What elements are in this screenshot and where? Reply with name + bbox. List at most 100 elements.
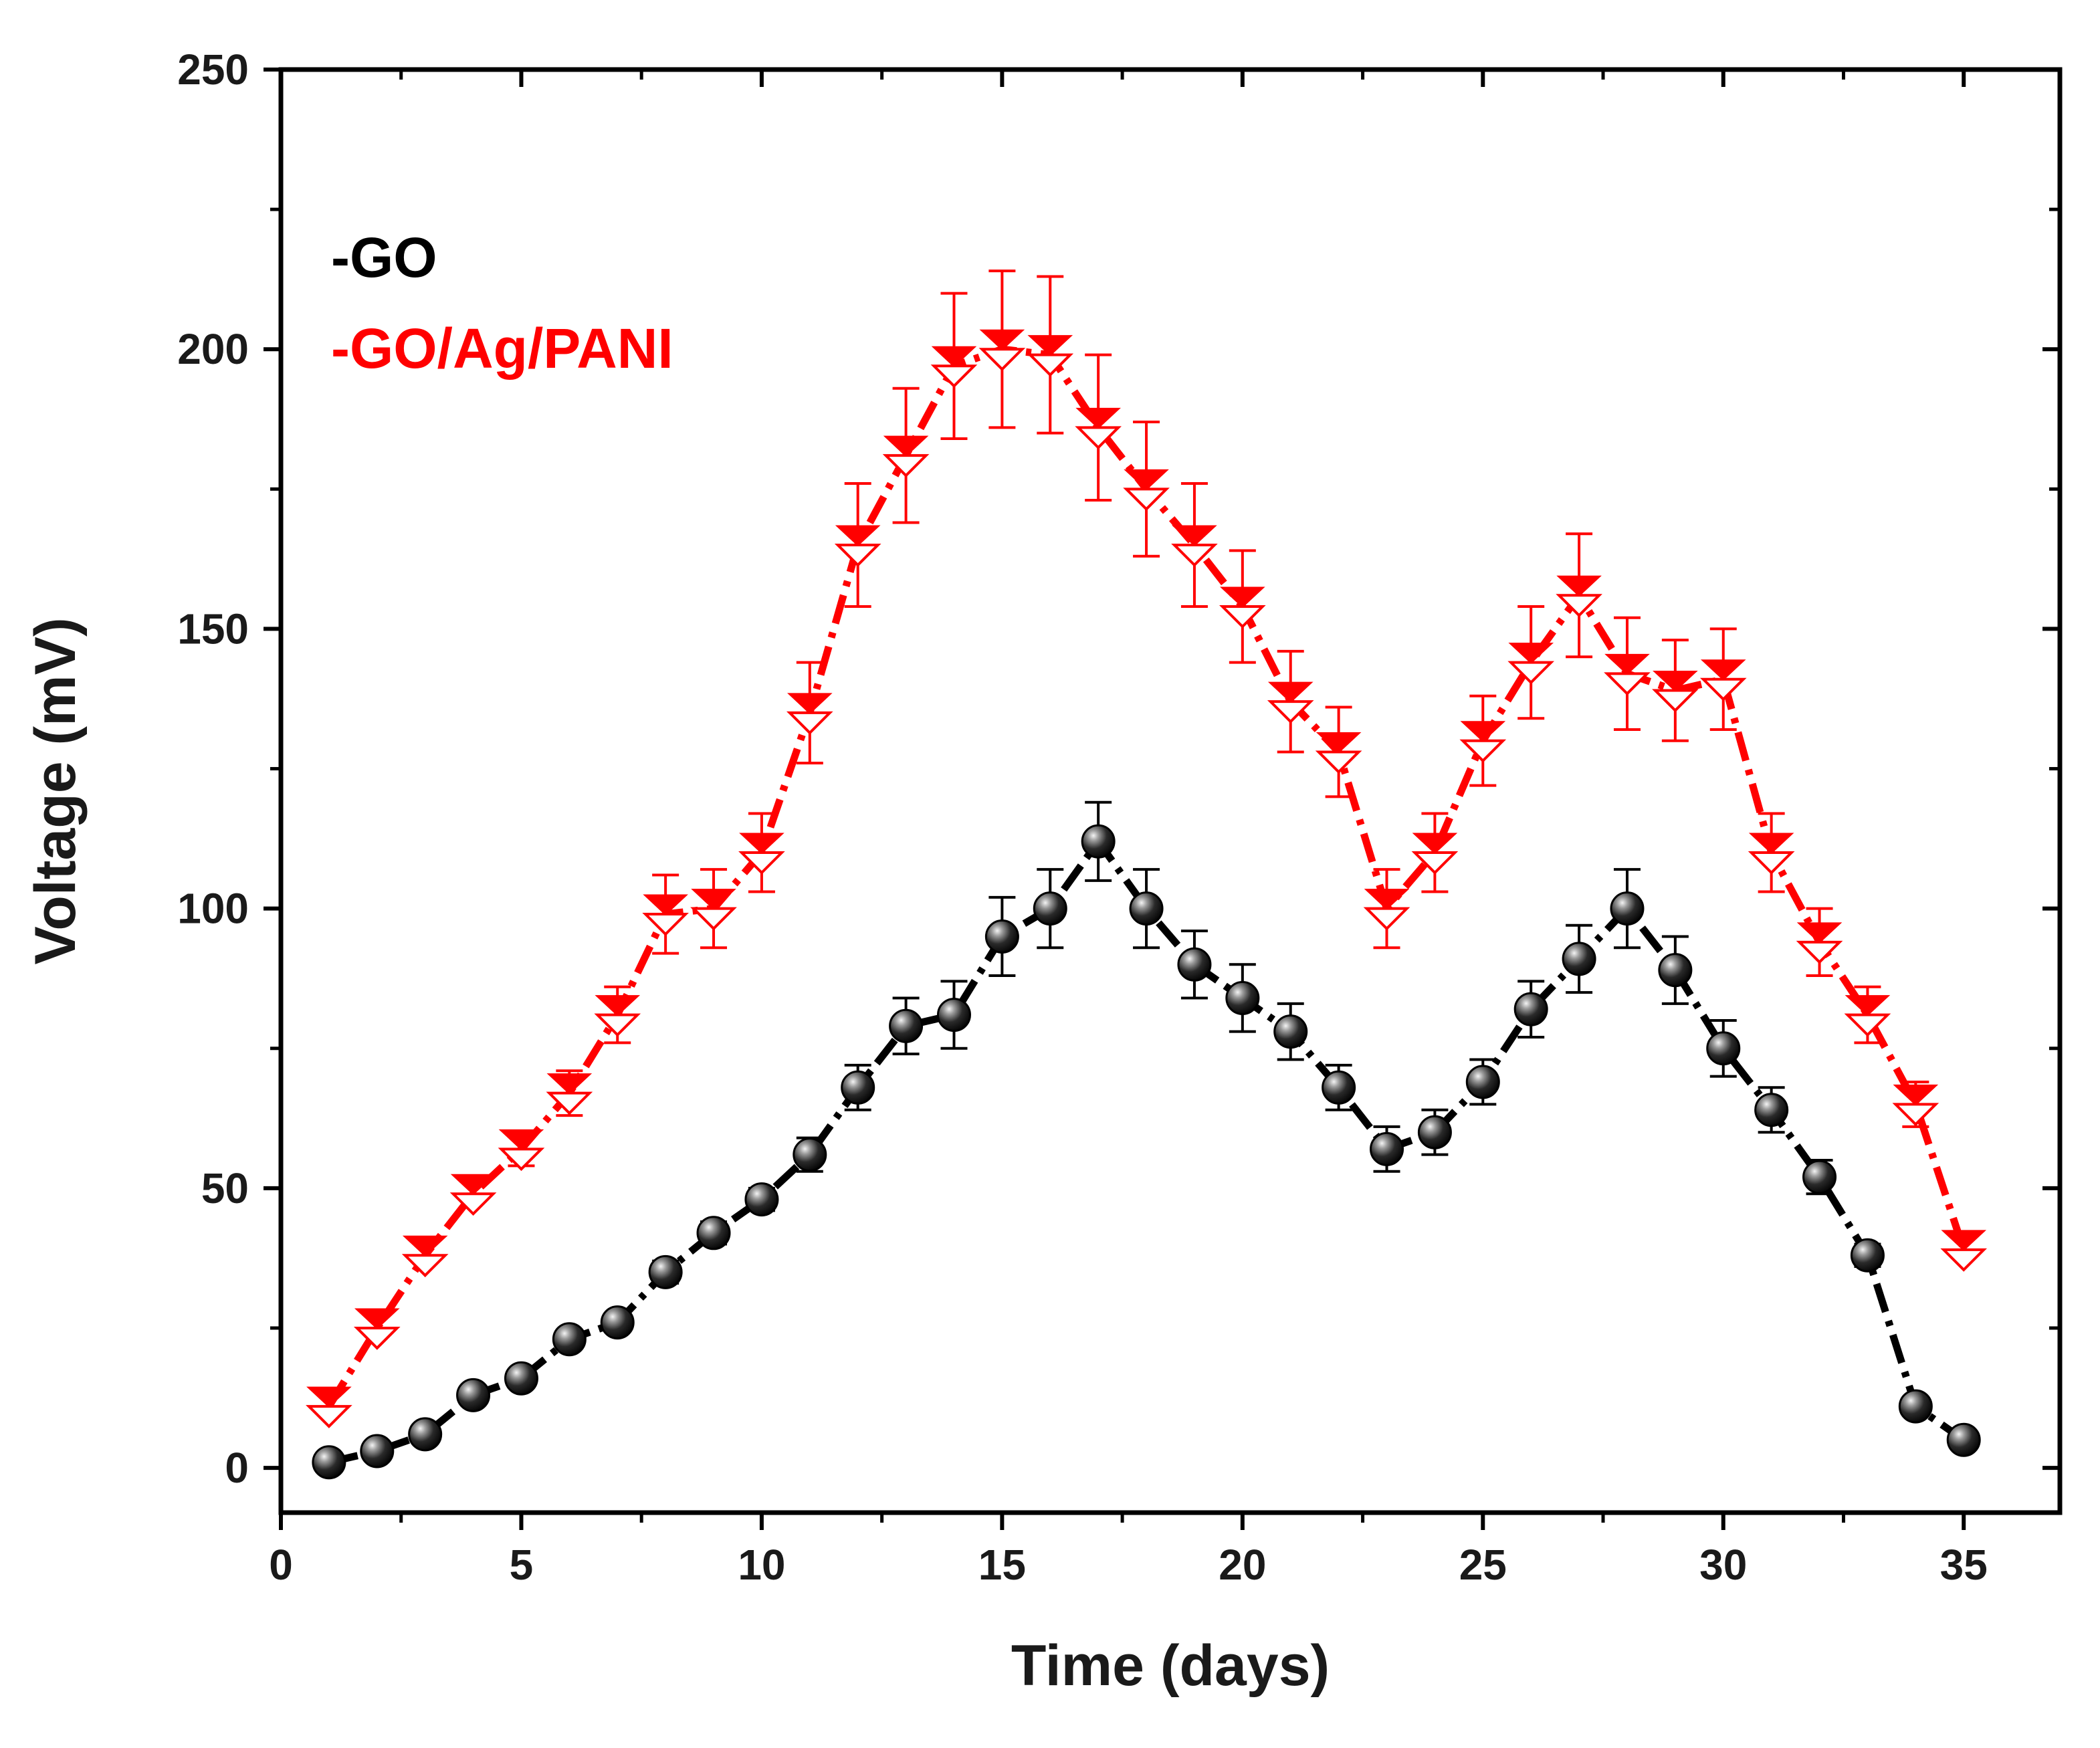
series-go xyxy=(312,800,1981,1480)
go-ag-pani-marker xyxy=(1844,995,1891,1037)
go-marker xyxy=(1081,824,1116,859)
marker-upper-triangle xyxy=(354,1308,400,1330)
go-ag-pani-marker xyxy=(1027,335,1074,377)
go-marker xyxy=(552,1322,587,1357)
go-marker xyxy=(312,1445,346,1480)
marker-upper-triangle xyxy=(931,346,977,368)
marker-lower-triangle xyxy=(1604,672,1651,696)
go-marker xyxy=(1417,1115,1452,1150)
go-ag-pani-marker xyxy=(1267,681,1314,724)
go-ag-pani-marker xyxy=(1411,833,1459,875)
x-tick-label: 0 xyxy=(269,1541,293,1589)
go-ag-pani-marker xyxy=(642,894,689,936)
go-ag-pani-marker xyxy=(786,693,833,735)
marker-lower-triangle xyxy=(1027,353,1074,377)
go-marker xyxy=(984,919,1019,954)
marker-lower-triangle xyxy=(1556,594,1602,618)
go-ag-pani-marker xyxy=(1075,407,1122,450)
marker-upper-triangle xyxy=(1316,732,1362,754)
marker-upper-triangle xyxy=(1941,1230,1987,1251)
go-marker xyxy=(744,1182,779,1217)
series-layer xyxy=(306,269,1988,1480)
go-marker xyxy=(1754,1093,1789,1127)
go-ag-pani-marker xyxy=(1699,659,1747,701)
go-marker xyxy=(1802,1160,1837,1194)
x-tick-label: 5 xyxy=(510,1541,534,1589)
y-axis-title: Voltage (mV) xyxy=(23,617,88,964)
y-tick-label: 50 xyxy=(201,1164,249,1212)
marker-upper-triangle xyxy=(1604,653,1650,675)
marker-upper-triangle xyxy=(1748,833,1794,855)
marker-upper-triangle xyxy=(1700,659,1746,681)
go-marker xyxy=(1033,891,1067,926)
marker-upper-triangle xyxy=(306,1386,352,1408)
go-marker xyxy=(1465,1065,1500,1099)
go-ag-pani-marker xyxy=(498,1129,545,1172)
go-ag-pani-marker xyxy=(353,1308,401,1350)
go-marker xyxy=(696,1216,731,1250)
y-tick-label: 100 xyxy=(177,885,249,933)
marker-lower-triangle xyxy=(498,1148,545,1172)
go-marker xyxy=(504,1361,538,1396)
legend-entry-go: -GO xyxy=(331,226,437,289)
marker-lower-triangle xyxy=(1363,907,1410,931)
go-ag-pani-marker xyxy=(738,833,785,875)
y-tick-label: 200 xyxy=(177,325,249,373)
marker-upper-triangle xyxy=(546,1073,593,1095)
go-ag-pani-marker xyxy=(1892,1084,1939,1127)
x-tick-label: 30 xyxy=(1699,1541,1747,1589)
marker-lower-triangle xyxy=(834,543,881,567)
x-axis: 0 5 10 15 20 25 30 35 xyxy=(269,70,1988,1589)
marker-upper-triangle xyxy=(1460,721,1506,742)
marker-lower-triangle xyxy=(1075,426,1122,450)
marker-upper-triangle xyxy=(883,435,929,457)
x-tick-label: 15 xyxy=(978,1541,1026,1589)
go-ag-pani-marker xyxy=(1940,1230,1988,1272)
marker-upper-triangle xyxy=(1267,681,1314,703)
go-marker xyxy=(408,1417,443,1452)
marker-upper-triangle xyxy=(643,894,688,916)
marker-lower-triangle xyxy=(1844,1013,1891,1037)
marker-upper-triangle xyxy=(1796,922,1843,944)
go-marker xyxy=(1129,891,1164,926)
go-marker xyxy=(1706,1031,1741,1066)
x-axis-title: Time (days) xyxy=(1011,1634,1330,1698)
go-ag-pani-marker xyxy=(306,1386,352,1428)
go-marker xyxy=(936,998,971,1032)
marker-lower-triangle xyxy=(1652,689,1699,713)
go-marker xyxy=(360,1434,395,1468)
marker-lower-triangle xyxy=(1411,851,1459,875)
go-ag-pani-marker xyxy=(1123,469,1170,512)
marker-upper-triangle xyxy=(1172,525,1217,547)
go-marker xyxy=(1562,942,1596,976)
marker-lower-triangle xyxy=(1459,739,1507,763)
marker-lower-triangle xyxy=(401,1254,449,1278)
marker-upper-triangle xyxy=(595,995,641,1016)
go-marker xyxy=(1513,992,1548,1026)
go-ag-pani-marker xyxy=(1652,670,1699,713)
marker-upper-triangle xyxy=(450,1174,496,1196)
marker-upper-triangle xyxy=(1027,335,1073,356)
go-marker xyxy=(1658,953,1693,988)
go-ag-pani-marker xyxy=(1748,833,1795,875)
series-go-ag-pani xyxy=(306,269,1988,1428)
go-marker xyxy=(1273,1014,1308,1049)
go-ag-pani-marker xyxy=(930,346,978,389)
marker-lower-triangle xyxy=(642,913,689,936)
go-ag-pani-marker xyxy=(401,1235,449,1278)
marker-upper-triangle xyxy=(1075,407,1121,429)
marker-upper-triangle xyxy=(402,1235,448,1257)
go-marker xyxy=(456,1378,491,1412)
marker-lower-triangle xyxy=(786,711,833,735)
marker-lower-triangle xyxy=(1796,940,1843,964)
go-marker xyxy=(1370,1131,1404,1166)
legend: -GO -GO/Ag/PANI xyxy=(331,226,673,380)
go-ag-pani-marker xyxy=(1604,653,1651,696)
marker-lower-triangle xyxy=(1123,487,1170,512)
go-ag-pani-marker xyxy=(1556,575,1602,618)
marker-upper-triangle xyxy=(498,1129,544,1151)
go-marker xyxy=(600,1305,635,1340)
marker-lower-triangle xyxy=(690,907,737,931)
y-tick-label: 0 xyxy=(225,1444,249,1492)
go-marker xyxy=(648,1254,683,1289)
